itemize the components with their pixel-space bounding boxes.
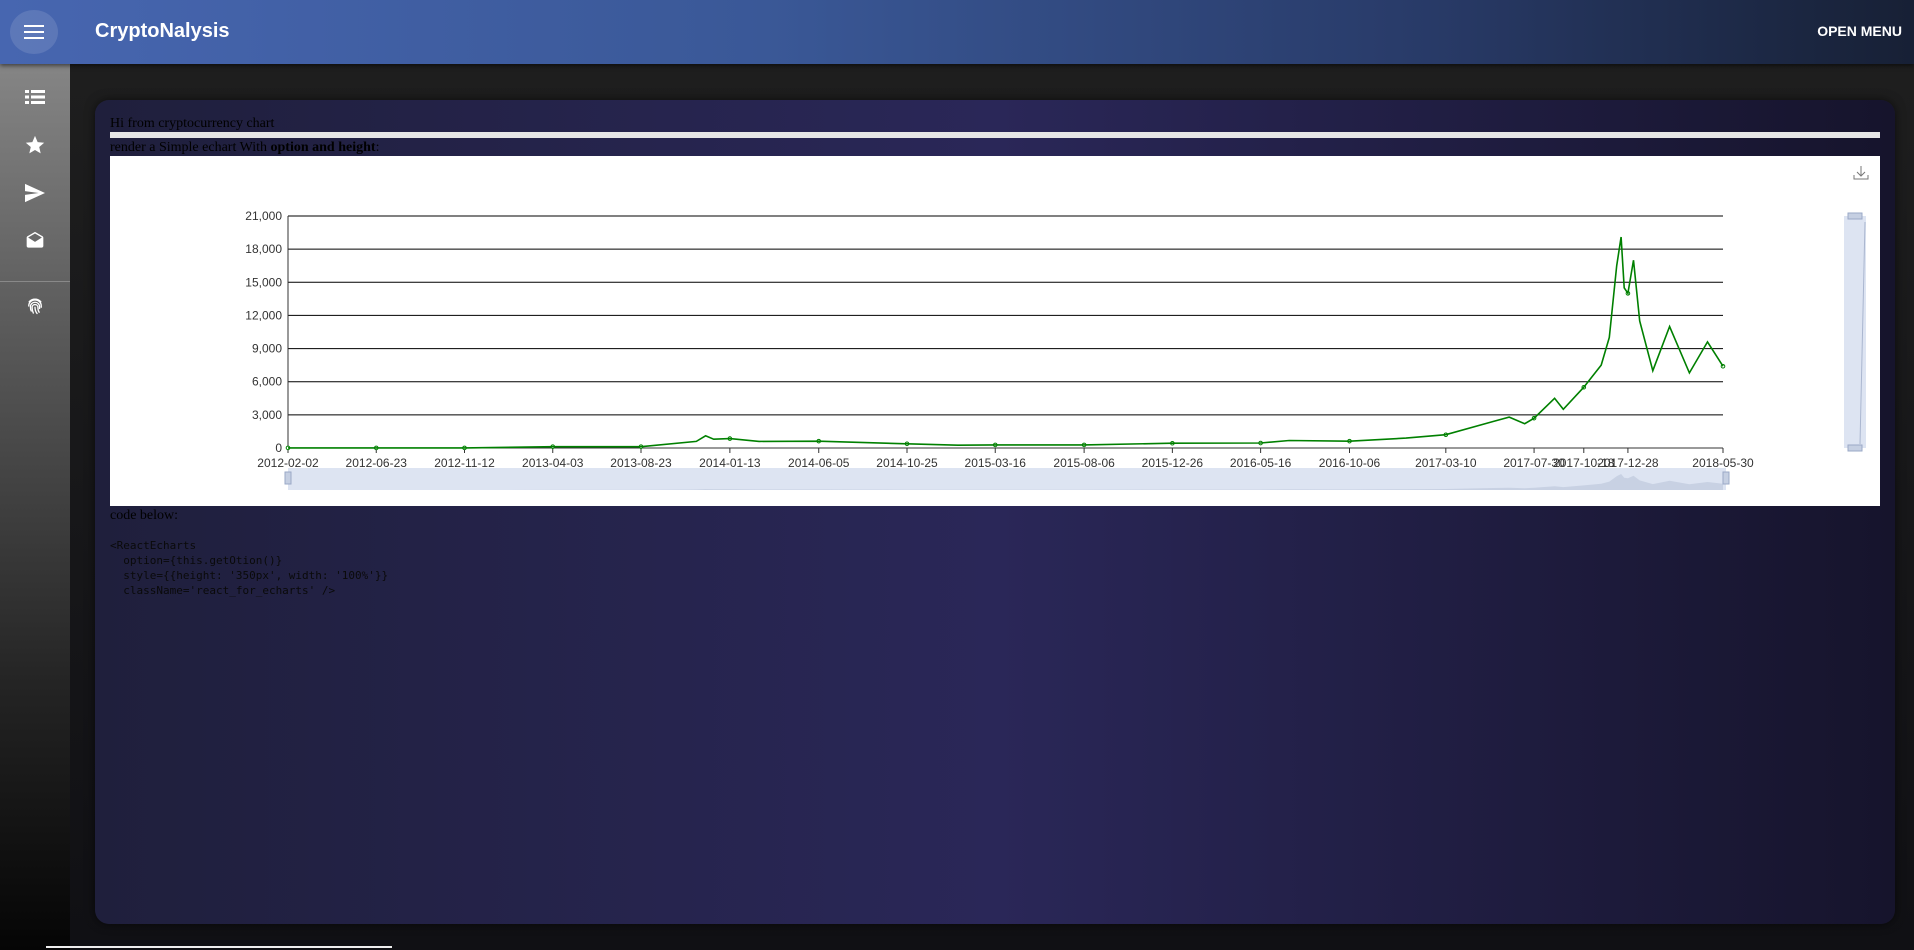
x-tick-label: 2012-06-23 xyxy=(346,456,408,470)
scroll-indicator xyxy=(46,946,392,948)
y-tick-label: 3,000 xyxy=(252,408,282,422)
x-tick-label: 2017-10-18 xyxy=(1553,456,1615,470)
x-tick-label: 2017-12-28 xyxy=(1597,456,1659,470)
datazoom-x-shadow xyxy=(288,474,1723,490)
datazoom-slider-x[interactable] xyxy=(284,468,1730,490)
render-description: render a Simple echart With option and h… xyxy=(110,140,379,156)
sidebar-item-drafts[interactable] xyxy=(0,219,70,263)
x-tick-label: 2012-11-12 xyxy=(434,456,495,470)
sidebar-item-list[interactable] xyxy=(0,75,70,119)
datazoom-y-range[interactable] xyxy=(1844,216,1866,448)
y-tick-label: 0 xyxy=(275,441,282,455)
x-tick-label: 2015-03-16 xyxy=(965,456,1027,470)
list-icon xyxy=(25,90,45,104)
x-tick-label: 2015-12-26 xyxy=(1142,456,1204,470)
x-tick-label: 2016-05-16 xyxy=(1230,456,1292,470)
x-tick-label: 2016-10-06 xyxy=(1319,456,1381,470)
app-bar: CryptoNalysis OPEN MENU xyxy=(0,0,1914,64)
menu-button[interactable] xyxy=(10,10,58,54)
sidebar xyxy=(0,64,70,950)
render-prefix: render a Simple echart With xyxy=(110,140,271,155)
x-tick-label: 2018-05-30 xyxy=(1692,456,1754,470)
datazoom-x-handle[interactable] xyxy=(1722,471,1730,485)
y-tick-label: 9,000 xyxy=(252,342,282,356)
star-icon xyxy=(25,135,45,154)
open-menu-button[interactable]: OPEN MENU xyxy=(1817,23,1902,39)
x-tick-label: 2014-01-13 xyxy=(699,456,761,470)
datazoom-x-handle[interactable] xyxy=(284,471,292,485)
x-tick-label: 2015-08-06 xyxy=(1053,456,1115,470)
drafts-icon xyxy=(26,231,44,248)
datazoom-x-range[interactable] xyxy=(288,468,1726,490)
y-tick-label: 15,000 xyxy=(245,275,282,289)
y-tick-label: 6,000 xyxy=(252,375,282,389)
save-image-icon[interactable] xyxy=(1853,166,1869,180)
datazoom-y-handle[interactable] xyxy=(1847,444,1863,452)
x-tick-label: 2013-08-23 xyxy=(610,456,672,470)
datazoom-slider-y[interactable] xyxy=(1844,212,1866,452)
greeting-text: Hi from cryptocurrency chart xyxy=(110,116,275,131)
send-icon xyxy=(25,183,45,203)
series-line xyxy=(288,236,1724,449)
sidebar-item-send[interactable] xyxy=(0,171,70,215)
code-snippet: <ReactEcharts option={this.getOtion()} s… xyxy=(110,539,389,597)
echart-container: 0 3,000 6,000 9,000 12,000 15,000 18,000 21,000… xyxy=(110,156,1880,506)
fingerprint-icon xyxy=(28,298,42,315)
sidebar-item-starred[interactable] xyxy=(0,123,70,167)
sidebar-item-fingerprint[interactable] xyxy=(0,284,70,328)
y-tick-label: 12,000 xyxy=(245,308,282,322)
render-suffix: : xyxy=(375,140,380,155)
content-card: Hi from cryptocurrency chart render a Si… xyxy=(95,100,1895,924)
y-tick-label: 18,000 xyxy=(245,242,282,256)
x-tick-label: 2017-03-10 xyxy=(1415,456,1477,470)
y-tick-label: 21,000 xyxy=(245,209,282,223)
datazoom-y-shadow xyxy=(1859,221,1866,445)
horizontal-rule xyxy=(110,132,1880,138)
x-tick-label: 2014-06-05 xyxy=(788,456,850,470)
app-title: CryptoNalysis xyxy=(95,20,230,42)
x-tick-label: 2013-04-03 xyxy=(522,456,584,470)
sidebar-divider xyxy=(0,281,70,282)
code-intro: code below: xyxy=(110,508,179,523)
price-line-chart: 0 3,000 6,000 9,000 12,000 15,000 18,000 21,000… xyxy=(245,166,1869,490)
x-tick-label: 2012-02-02 xyxy=(257,456,319,470)
x-tick-label: 2014-10-25 xyxy=(876,456,938,470)
hamburger-icon xyxy=(24,25,44,39)
x-tick-label: 2017-07-30 xyxy=(1503,456,1565,470)
render-bold: option and height xyxy=(270,140,376,155)
datazoom-y-handle[interactable] xyxy=(1847,212,1863,220)
